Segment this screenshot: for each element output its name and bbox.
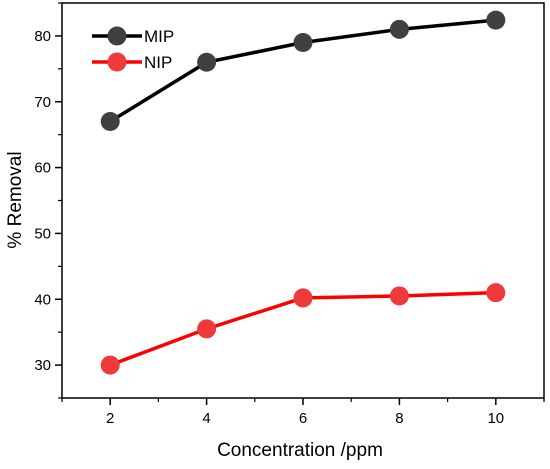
x-tick-label: 8 — [395, 410, 403, 427]
y-tick-label: 50 — [34, 225, 51, 242]
x-tick-label: 6 — [299, 410, 307, 427]
data-point-MIP-0 — [100, 112, 120, 131]
series-layer — [100, 10, 506, 375]
legend-label-MIP: MIP — [144, 27, 174, 46]
y-tick-label: 70 — [34, 94, 51, 111]
y-tick-label: 80 — [34, 28, 51, 45]
y-axis: 30 40 50 60 70 80 — [34, 2, 62, 399]
data-point-MIP-4 — [486, 10, 506, 30]
x-tick-label: 4 — [202, 410, 210, 427]
y-tick-label: 40 — [34, 291, 51, 308]
data-point-MIP-1 — [197, 52, 217, 72]
data-point-NIP-4 — [486, 283, 506, 303]
data-point-MIP-2 — [293, 33, 313, 52]
legend: MIP NIP — [92, 26, 174, 72]
y-tick-label: 60 — [34, 160, 51, 177]
x-axis-label: Concentration /ppm — [217, 440, 383, 461]
data-point-NIP-1 — [197, 319, 217, 339]
x-axis: 2 4 6 8 10 — [61, 398, 545, 427]
data-point-NIP-3 — [389, 286, 409, 306]
legend-marker-NIP — [107, 52, 127, 72]
legend-marker-MIP — [107, 26, 127, 46]
x-tick-label: 10 — [487, 410, 504, 427]
legend-label-NIP: NIP — [144, 53, 172, 72]
data-point-MIP-3 — [389, 19, 409, 39]
data-point-NIP-0 — [100, 355, 120, 375]
x-tick-label: 2 — [106, 410, 114, 427]
y-tick-label: 30 — [34, 357, 51, 374]
data-point-NIP-2 — [293, 288, 313, 308]
y-axis-label: % Removal — [5, 151, 26, 248]
